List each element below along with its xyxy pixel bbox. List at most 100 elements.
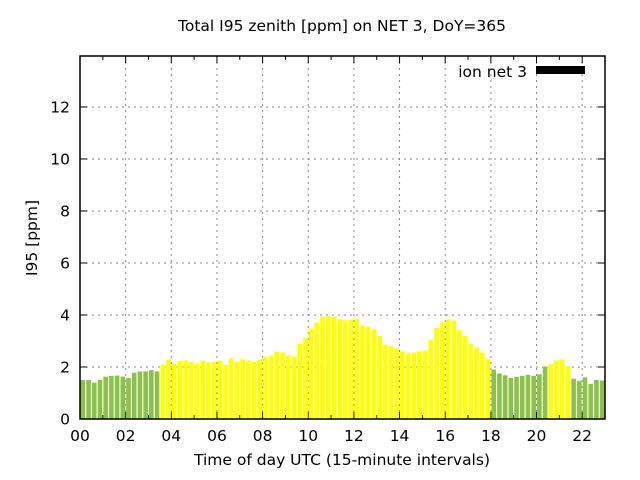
- bar: [291, 356, 297, 419]
- bar: [440, 322, 445, 419]
- x-tick-label: 00: [70, 427, 90, 445]
- bar: [377, 335, 382, 419]
- chart-title: Total I95 zenith [ppm] on NET 3, DoY=365: [177, 17, 506, 35]
- bar: [240, 359, 245, 419]
- bar: [228, 358, 234, 419]
- bar: [314, 322, 320, 419]
- x-tick-label: 12: [344, 427, 364, 445]
- bar: [411, 352, 417, 419]
- x-tick-label: 06: [207, 427, 227, 445]
- bar: [365, 326, 371, 419]
- bar: [217, 360, 223, 419]
- bar: [211, 361, 217, 419]
- bar: [103, 376, 108, 419]
- plot-border: [79, 55, 606, 420]
- bars: [80, 316, 605, 419]
- x-tick-label: 02: [116, 427, 136, 445]
- bar: [594, 379, 599, 419]
- bar: [537, 374, 542, 419]
- x-tick-label: 08: [253, 427, 273, 445]
- bar: [559, 359, 565, 419]
- legend-label: ion net 3: [458, 63, 527, 81]
- bar: [422, 350, 428, 419]
- bar: [274, 351, 280, 419]
- bar: [554, 360, 559, 419]
- bar: [382, 344, 388, 419]
- bar: [109, 375, 114, 419]
- bar: [491, 369, 497, 419]
- bar: [348, 319, 354, 419]
- bar: [126, 377, 131, 419]
- y-tick-label: 2: [60, 358, 70, 376]
- bar: [280, 352, 285, 419]
- bar: [343, 320, 348, 419]
- y-tick-label: 12: [50, 98, 70, 116]
- bar: [531, 375, 536, 419]
- x-tick-label: 18: [481, 427, 501, 445]
- bar: [400, 351, 405, 419]
- x-tick-label: 22: [572, 427, 592, 445]
- bar: [234, 361, 240, 419]
- bar: [257, 359, 263, 419]
- bar: [542, 366, 548, 419]
- bar: [183, 360, 188, 419]
- bar: [371, 329, 377, 419]
- bar: [114, 375, 120, 419]
- bar: [331, 316, 337, 419]
- bar: [303, 338, 308, 419]
- bar: [171, 363, 177, 419]
- bar: [451, 320, 457, 419]
- bar: [514, 376, 519, 419]
- bar: [548, 364, 554, 419]
- bar: [354, 318, 360, 419]
- bar: [268, 355, 274, 419]
- bar: [188, 361, 194, 419]
- y-tick-label: 0: [60, 411, 70, 429]
- bar: [251, 361, 257, 419]
- bar: [137, 371, 143, 419]
- bar: [428, 339, 434, 419]
- bar: [246, 360, 251, 419]
- bar: [143, 371, 148, 419]
- y-axis-label: I95 [ppm]: [23, 200, 41, 276]
- y-tick-label: 6: [60, 254, 70, 272]
- bar: [394, 348, 400, 419]
- bar: [200, 361, 205, 419]
- legend: ion net 3: [458, 63, 585, 81]
- bar: [360, 325, 365, 419]
- bar: [599, 380, 605, 419]
- bar: [223, 364, 228, 419]
- bar: [480, 352, 485, 419]
- bar: [525, 374, 531, 419]
- bar: [388, 346, 394, 419]
- bar: [131, 372, 137, 419]
- bar: [474, 347, 479, 419]
- legend-swatch: [536, 66, 585, 74]
- bar: [497, 373, 502, 419]
- bar: [565, 366, 571, 419]
- x-axis-label: Time of day UTC (15-minute intervals): [193, 451, 490, 469]
- grid-lines: [80, 56, 605, 419]
- x-tick-label: 16: [435, 427, 455, 445]
- bar: [206, 362, 211, 419]
- bar: [263, 357, 268, 419]
- bar: [508, 377, 514, 419]
- bar: [485, 359, 491, 419]
- bar: [86, 379, 91, 419]
- bar: [445, 319, 451, 419]
- bar: [337, 319, 342, 419]
- bar: [177, 361, 183, 419]
- x-tick-label: 14: [390, 427, 410, 445]
- bar: [160, 364, 166, 419]
- bar: [166, 359, 171, 419]
- bar: [582, 377, 588, 419]
- bar: [308, 328, 314, 419]
- bar: [502, 375, 508, 419]
- bar: [154, 371, 160, 419]
- x-tick-label: 10: [298, 427, 318, 445]
- bar: [325, 316, 331, 419]
- bar: [588, 383, 594, 419]
